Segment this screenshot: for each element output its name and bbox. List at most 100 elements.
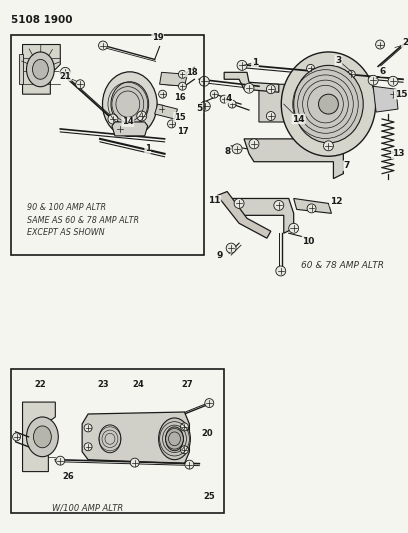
Circle shape	[237, 60, 247, 70]
Ellipse shape	[99, 425, 121, 453]
Text: 9: 9	[216, 251, 222, 260]
Polygon shape	[259, 84, 294, 122]
Circle shape	[157, 105, 166, 113]
Text: 16: 16	[173, 93, 185, 102]
Ellipse shape	[166, 427, 184, 451]
Text: 90 & 100 AMP ALTR
SAME AS 60 & 78 AMP ALTR
EXCEPT AS SHOWN: 90 & 100 AMP ALTR SAME AS 60 & 78 AMP AL…	[27, 204, 139, 237]
Circle shape	[168, 120, 175, 128]
Text: 23: 23	[97, 379, 109, 389]
Ellipse shape	[27, 52, 54, 87]
Circle shape	[289, 223, 299, 233]
Text: 27: 27	[182, 379, 193, 389]
Circle shape	[376, 40, 385, 49]
Text: 6: 6	[380, 67, 386, 76]
Text: 19: 19	[152, 33, 164, 42]
Text: 20: 20	[202, 430, 213, 438]
Text: 1: 1	[145, 144, 151, 154]
Circle shape	[319, 94, 338, 114]
Circle shape	[98, 41, 107, 50]
Polygon shape	[155, 104, 177, 119]
Circle shape	[388, 76, 398, 86]
Text: 14: 14	[293, 115, 305, 124]
Circle shape	[13, 433, 20, 441]
Text: 22: 22	[35, 379, 46, 389]
Text: 17: 17	[177, 127, 188, 136]
Circle shape	[130, 458, 139, 467]
Ellipse shape	[33, 426, 51, 448]
Circle shape	[274, 200, 284, 211]
Text: W/100 AMP ALTR: W/100 AMP ALTR	[52, 503, 124, 512]
Text: 14: 14	[122, 117, 134, 126]
Circle shape	[232, 144, 242, 154]
Ellipse shape	[33, 59, 49, 79]
Text: 10: 10	[302, 237, 315, 246]
Circle shape	[266, 111, 275, 120]
Circle shape	[307, 204, 316, 213]
Ellipse shape	[27, 417, 58, 457]
Circle shape	[178, 82, 186, 90]
Text: 18: 18	[186, 68, 197, 77]
Circle shape	[178, 70, 186, 78]
Text: 3: 3	[335, 56, 341, 65]
Polygon shape	[224, 72, 279, 92]
Circle shape	[210, 90, 218, 98]
Circle shape	[388, 90, 397, 99]
Circle shape	[306, 64, 315, 72]
Polygon shape	[160, 72, 187, 86]
Circle shape	[249, 139, 259, 149]
Text: 15: 15	[173, 112, 185, 122]
Ellipse shape	[159, 418, 191, 459]
Text: 1: 1	[252, 58, 258, 67]
Circle shape	[368, 75, 378, 85]
Polygon shape	[244, 139, 344, 179]
Circle shape	[347, 70, 355, 78]
Text: 15: 15	[395, 90, 407, 99]
Circle shape	[185, 460, 194, 469]
Circle shape	[137, 111, 147, 121]
Circle shape	[180, 446, 188, 454]
Text: 11: 11	[208, 196, 220, 205]
Circle shape	[60, 67, 70, 77]
Circle shape	[244, 83, 254, 93]
Circle shape	[205, 399, 214, 408]
Text: 2: 2	[402, 38, 408, 47]
Circle shape	[84, 443, 92, 451]
Circle shape	[234, 198, 244, 208]
Ellipse shape	[102, 72, 157, 136]
Ellipse shape	[294, 66, 363, 143]
Circle shape	[276, 266, 286, 276]
Polygon shape	[22, 45, 60, 94]
Polygon shape	[217, 191, 271, 238]
Polygon shape	[229, 198, 294, 233]
Polygon shape	[373, 86, 398, 112]
Circle shape	[200, 101, 210, 111]
Circle shape	[200, 76, 209, 86]
Circle shape	[228, 100, 236, 108]
Text: 13: 13	[392, 149, 404, 158]
Bar	[11, 35, 204, 255]
Circle shape	[226, 243, 236, 253]
Text: 8: 8	[224, 147, 230, 156]
Circle shape	[220, 95, 228, 103]
Ellipse shape	[111, 82, 149, 126]
Text: 26: 26	[62, 472, 74, 481]
Text: 21: 21	[60, 72, 71, 81]
Circle shape	[108, 114, 118, 124]
Bar	[11, 369, 224, 513]
Polygon shape	[19, 54, 22, 84]
Polygon shape	[294, 198, 331, 213]
Circle shape	[56, 456, 65, 465]
Polygon shape	[82, 412, 189, 464]
Text: 24: 24	[132, 379, 144, 389]
Circle shape	[266, 85, 275, 94]
Circle shape	[324, 141, 333, 151]
Polygon shape	[112, 122, 148, 136]
Circle shape	[84, 424, 92, 432]
Circle shape	[159, 90, 166, 98]
Text: 25: 25	[204, 492, 215, 501]
Circle shape	[115, 124, 125, 134]
Circle shape	[75, 80, 84, 88]
Polygon shape	[22, 402, 55, 472]
Ellipse shape	[281, 52, 376, 156]
Text: 5: 5	[196, 103, 202, 112]
